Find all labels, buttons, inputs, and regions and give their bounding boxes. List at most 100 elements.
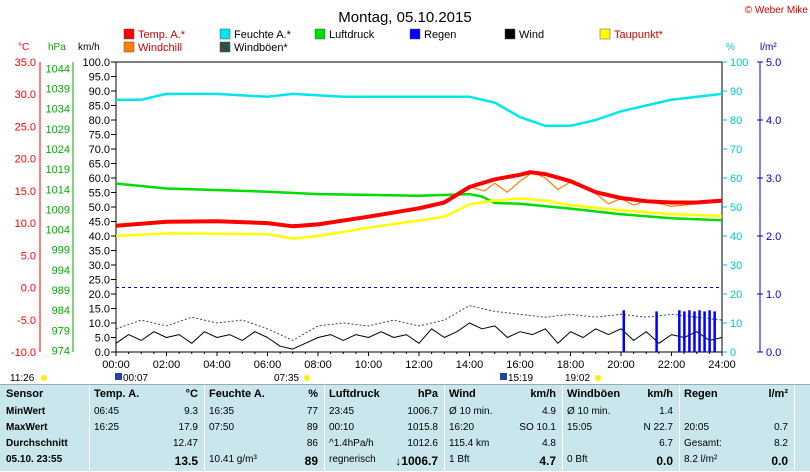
pressure-tick-label: 1004	[46, 225, 70, 237]
legend: Temp. A.* Feuchte A.* Luftdruck Regen Wind Ta…	[123, 28, 664, 54]
stats-header: Regen l/m²	[680, 388, 794, 403]
stats-cell-label: 16:25	[94, 422, 120, 433]
temp-tick-label: 20.0	[15, 154, 36, 166]
stats-cell-label: 15:05	[567, 422, 593, 433]
stats-row: 16:35 77	[205, 406, 324, 421]
x-tick-label: 16:00	[506, 359, 534, 371]
stats-header: Feuchte A.%	[205, 388, 324, 403]
stats-cell-value: 86	[306, 438, 318, 449]
legend-label: Wind	[519, 29, 544, 41]
stats-cell-label: 8.2 l/m²	[684, 454, 718, 465]
wind-tick-label: 85.0	[89, 101, 110, 113]
humidity-tick-label: 80	[730, 115, 742, 127]
stats-cell-label: 07:50	[209, 422, 235, 433]
plot-area	[115, 92, 723, 352]
stats-cell-label: Gesamt:	[684, 438, 722, 449]
stats-header-unit: hPa	[417, 388, 438, 400]
sun-icon	[595, 375, 601, 381]
stats-row: 16:20 SO 10.1	[445, 422, 562, 437]
legend-swatch	[219, 41, 231, 53]
humidity-tick-label: 40	[730, 231, 742, 243]
stats-header-unit: l/m²	[768, 388, 788, 400]
x-tick-label: 04:00	[203, 359, 231, 371]
wind-tick-label: 15.0	[89, 304, 110, 316]
stats-cell-value: 9.3	[184, 406, 198, 417]
row-label-min: MinWert	[6, 406, 46, 417]
x-tick-label: 00:00	[102, 359, 130, 371]
stats-cell-value: 4.7	[539, 454, 556, 468]
humidity-tick-label: 60	[730, 173, 742, 185]
stats-row: 1 Bft 4.7	[445, 454, 562, 469]
humidity-tick-label: 0	[730, 347, 736, 359]
stats-header-label: Regen	[684, 388, 718, 400]
series-wind-line	[115, 322, 723, 350]
stats-row	[680, 406, 794, 421]
wind-tick-label: 10.0	[89, 318, 110, 330]
stats-header-unit: km/h	[647, 388, 673, 400]
event-moon1: 00:07	[123, 373, 148, 384]
pressure-tick-label: 1039	[46, 84, 70, 96]
stats-cell-value: 1012.6	[407, 438, 438, 449]
wind-tick-label: 40.0	[89, 231, 110, 243]
wind-tick-label: 20.0	[89, 289, 110, 301]
stats-cell-value: 0.0	[656, 454, 673, 468]
stats-cell-label: 0 Bft	[567, 454, 588, 465]
wind-tick-label: 60.0	[89, 173, 110, 185]
temp-tick-label: -10.0	[11, 347, 36, 359]
moon-icon	[500, 373, 507, 380]
stats-row: 10.41 g/m³ 89	[205, 454, 324, 469]
stats-cell-value: 13.5	[174, 454, 198, 468]
rain-bar	[655, 311, 658, 352]
rain-bar	[622, 310, 626, 352]
chart-title: Montag, 05.10.2015	[338, 9, 471, 26]
pressure-tick-label: 1044	[46, 63, 70, 75]
unit-hpa: hPa	[48, 42, 66, 53]
legend-label: Regen	[424, 29, 456, 41]
stats-header-label: Wind	[449, 388, 476, 400]
event-sunrise-top: 11:26	[10, 373, 35, 384]
pressure-tick-label: 1009	[46, 204, 70, 216]
pressure-tick-label: 974	[52, 345, 70, 357]
stats-row: 23:45 1006.7	[325, 406, 444, 421]
wind-tick-label: 90.0	[89, 86, 110, 98]
copyright: © Weber Mike	[745, 5, 809, 16]
stats-row: 20:05 0.7	[680, 422, 794, 437]
stats-row: 8.2 l/m² 0.0	[680, 454, 794, 469]
stats-cell-label: 20:05	[684, 422, 710, 433]
stats-cell-value: N 22.7	[643, 422, 673, 433]
rain-bar	[693, 311, 696, 352]
stats-cell-value: SO 10.1	[519, 422, 556, 433]
temp-tick-label: 30.0	[15, 89, 36, 101]
wind-tick-label: 30.0	[89, 260, 110, 272]
stats-column: Wind km/h Ø 10 min. 4.9 16:20 SO 10.1 115.4 km…	[445, 385, 563, 472]
stats-row: 00:10 1015.8	[325, 422, 444, 437]
rain-tick-label: 3.0	[766, 173, 781, 185]
unit-percent: %	[726, 42, 735, 53]
temp-tick-label: -5.0	[17, 315, 36, 327]
pressure-tick-label: 1014	[46, 184, 70, 196]
rain-bar	[688, 310, 691, 352]
x-tick-label: 20:00	[607, 359, 635, 371]
stats-row: Ø 10 min. 4.9	[445, 406, 562, 421]
x-tick-label: 10:00	[355, 359, 383, 371]
stats-row: 6.7	[563, 438, 679, 453]
legend-label: Feuchte A.*	[234, 29, 292, 41]
rain-tick-label: 1.0	[766, 289, 781, 301]
pressure-tick-label: 989	[52, 285, 70, 297]
stats-cell-label: 00:10	[329, 422, 355, 433]
stats-row: 13.5	[90, 454, 204, 469]
series-feuchtea-line	[116, 92, 723, 128]
stats-cell-value: 77	[306, 406, 318, 417]
weather-chart: Montag, 05.10.2015 © Weber Mike Temp. A.…	[10, 5, 809, 384]
stats-row: 15:05 N 22.7	[563, 422, 679, 437]
stats-row: 12.47	[90, 438, 204, 453]
stats-column: Regen l/m² 20:05 0.7 Gesamt: 8.2 8.2 l/m² 0.0	[680, 385, 795, 472]
temp-tick-label: 35.0	[15, 57, 36, 69]
stats-row: 07:50 89	[205, 422, 324, 437]
humidity-tick-label: 50	[730, 202, 742, 214]
x-tick-label: 06:00	[254, 359, 282, 371]
stats-cell-value: 8.2	[774, 438, 788, 449]
stats-header-unit: km/h	[530, 388, 556, 400]
stats-cell-value: ↓1006.7	[395, 454, 438, 468]
stats-cell-label: 16:20	[449, 422, 475, 433]
